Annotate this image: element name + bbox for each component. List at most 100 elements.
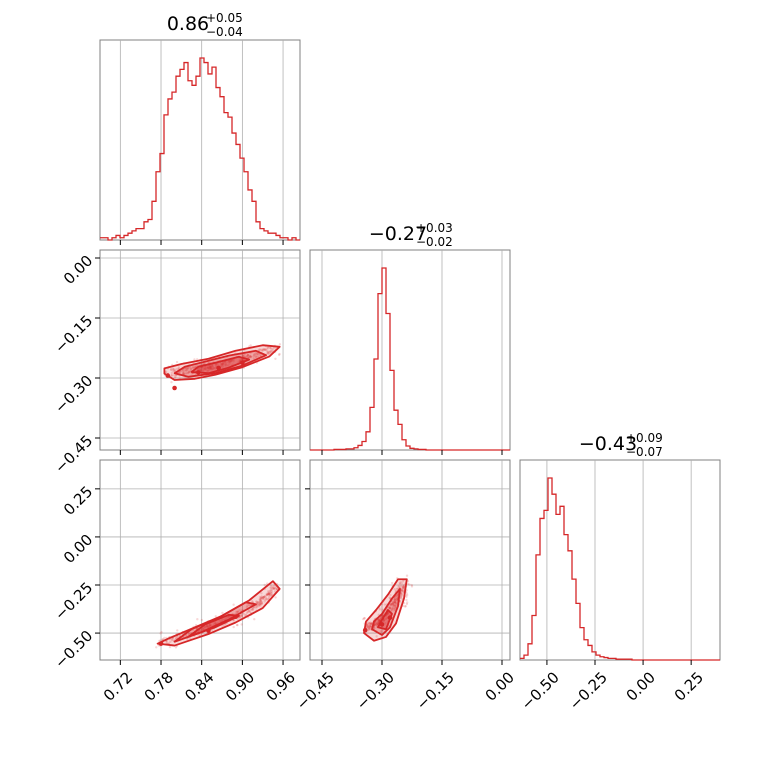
scatter-point <box>258 348 261 351</box>
scatter-point <box>391 602 395 605</box>
scatter-point <box>376 622 379 626</box>
x-tick-label: 0.84 <box>181 668 217 704</box>
scatter-point <box>242 612 246 616</box>
scatter-point <box>270 350 273 353</box>
scatter-point <box>200 618 204 622</box>
scatter-point <box>188 370 192 374</box>
scatter-point <box>367 626 371 629</box>
scatter-point <box>182 372 186 375</box>
scatter-point <box>164 370 168 373</box>
scatter-point <box>258 349 261 352</box>
scatter-point <box>201 369 205 372</box>
x-tick-label: −0.15 <box>413 668 458 713</box>
y-tick-label: 0.00 <box>60 531 96 567</box>
scatter-point <box>204 368 207 371</box>
scatter-point <box>188 632 191 635</box>
x-tick-label: −0.30 <box>353 668 398 713</box>
scatter-point <box>395 594 399 597</box>
scatter-point <box>260 596 263 599</box>
hist-panel-0: 0.86+0.05−0.04 <box>99 11 301 245</box>
scatter-point <box>270 594 273 597</box>
scatter-point <box>270 584 273 588</box>
scatter-point <box>200 368 203 372</box>
scatter-point <box>169 368 173 371</box>
scatter-point <box>205 624 209 628</box>
scatter-point <box>224 363 227 366</box>
scatter-point <box>241 354 245 358</box>
scatter-point <box>223 623 226 626</box>
scatter-point <box>173 369 177 372</box>
scatter-point <box>398 585 401 589</box>
scatter-point <box>260 602 263 605</box>
scatter-point <box>389 606 392 609</box>
scatter-point <box>205 626 208 629</box>
scatter-point <box>261 348 264 352</box>
y-tick-label: 0.00 <box>60 252 96 288</box>
scatter-point <box>214 367 217 370</box>
scatter-point <box>365 625 369 628</box>
scatter-point <box>218 619 221 622</box>
scatter-point <box>254 606 257 609</box>
scatter-point <box>390 608 394 612</box>
scatter-point <box>395 603 398 607</box>
scatter-point <box>263 348 267 351</box>
scatter-point <box>400 591 403 594</box>
scatter-point <box>224 364 227 367</box>
scatter-point <box>208 365 212 368</box>
scatter-point <box>378 608 381 611</box>
hist-step-line <box>520 477 720 661</box>
scatter-point <box>406 582 410 586</box>
scatter-point <box>268 592 271 596</box>
scatter-point <box>262 595 266 599</box>
scatter-point <box>390 608 394 611</box>
scatter-point <box>208 365 212 369</box>
scatter-point <box>393 599 396 603</box>
scatter-point <box>213 621 217 625</box>
scatter-point <box>170 380 173 384</box>
scatter-point <box>245 354 249 358</box>
scatter-point <box>221 364 224 367</box>
scatter-point <box>184 372 187 375</box>
scatter-point <box>274 596 277 599</box>
scatter-point <box>401 587 404 590</box>
scatter-point <box>392 604 396 607</box>
scatter-point <box>247 355 251 358</box>
scatter-point <box>259 597 263 600</box>
scatter-point <box>205 624 209 628</box>
scatter-point <box>245 605 249 609</box>
scatter-point <box>214 615 217 618</box>
scatter-point <box>185 369 188 372</box>
scatter-point <box>259 598 263 601</box>
scatter-point <box>369 624 372 628</box>
scatter-point <box>260 592 263 595</box>
scatter-point <box>243 353 247 356</box>
scatter-point <box>390 602 393 606</box>
scatter-point <box>262 597 265 601</box>
scatter-point <box>170 638 174 641</box>
scatter-point <box>393 598 397 601</box>
scatter-point <box>238 359 241 362</box>
scatter-point <box>208 623 211 627</box>
scatter-point <box>199 367 202 370</box>
param-1-err-plus: +0.03 <box>416 221 453 235</box>
scatter-point <box>255 605 259 608</box>
scatter-point <box>262 348 265 352</box>
scatter-point <box>250 608 254 611</box>
scatter-point <box>367 626 370 629</box>
scatter-point <box>258 602 261 605</box>
scatter-point <box>260 348 263 351</box>
scatter-point <box>256 601 260 605</box>
scatter-point <box>160 631 163 634</box>
scatter-point <box>362 617 365 621</box>
scatter-point <box>271 347 275 350</box>
scatter-point <box>366 624 370 627</box>
scatter-point <box>225 361 228 364</box>
scatter-point <box>374 621 378 624</box>
scatter-point <box>186 366 189 369</box>
scatter-point <box>245 355 248 358</box>
scatter-point <box>269 594 272 597</box>
scatter-point <box>185 368 189 371</box>
scatter-point <box>248 610 251 614</box>
scatter-point <box>256 600 260 604</box>
hist-panel-1: −0.27+0.03−0.02 <box>309 221 511 455</box>
